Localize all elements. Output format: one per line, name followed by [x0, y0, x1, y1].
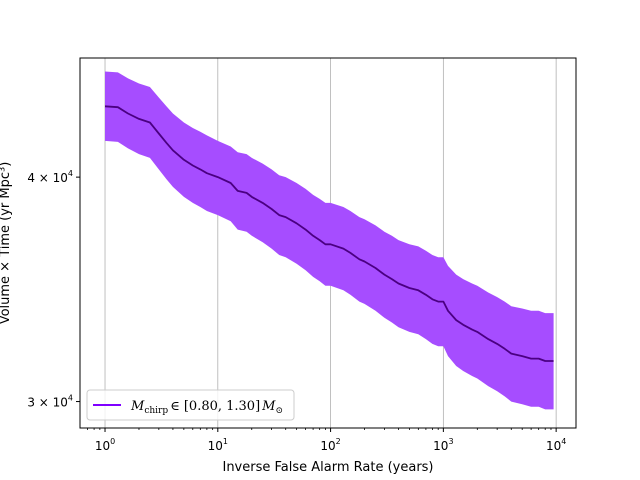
legend-unit-subscript: ⊙ — [275, 406, 283, 416]
y-tick-mantissa: 3 × 10 — [27, 396, 68, 410]
x-tick-label: 103 — [433, 437, 453, 453]
x-tick-exponent: 4 — [561, 437, 566, 446]
x-tick-label: 100 — [95, 437, 115, 453]
x-tick-base: 10 — [433, 439, 448, 453]
x-tick-exponent: 2 — [336, 437, 341, 446]
x-ticks: 100 101 102 103 104 — [87, 428, 566, 453]
x-tick-exponent: 1 — [223, 437, 228, 446]
legend: Mchirp ∈ [0.80, 1.30] M⊙ — [86, 389, 295, 421]
y-tick-exponent: 4 — [68, 394, 73, 403]
x-tick-base: 10 — [208, 439, 223, 453]
y-tick-label: 4 × 104 — [27, 169, 73, 185]
legend-symbol: M — [130, 399, 145, 414]
y-tick-mantissa: 4 × 10 — [27, 171, 68, 185]
y-axis-label: Volume × Time (yr Mpc³) — [0, 162, 13, 325]
series-line — [104, 105, 554, 362]
legend-box — [86, 389, 295, 421]
legend-label: Mchirp ∈ [0.80, 1.30] M⊙ — [130, 399, 283, 416]
x-tick-label: 104 — [546, 437, 566, 453]
x-tick-label: 101 — [208, 437, 228, 453]
line-layer — [104, 105, 554, 362]
x-tick-label: 102 — [320, 437, 340, 453]
uncertainty-band — [105, 71, 554, 410]
legend-subscript: chirp — [144, 406, 168, 416]
x-tick-base: 10 — [320, 439, 335, 453]
plot-frame — [79, 57, 577, 429]
x-axis-label: Inverse False Alarm Rate (years) — [222, 460, 433, 475]
y-tick-label: 3 × 104 — [27, 394, 73, 410]
x-tick-exponent: 3 — [448, 437, 453, 446]
x-tick-base: 10 — [95, 439, 110, 453]
y-tick-exponent: 4 — [68, 169, 73, 178]
band-layer — [105, 71, 554, 410]
x-tick-exponent: 0 — [110, 437, 115, 446]
legend-unit: M — [261, 399, 276, 414]
legend-range: ∈ [0.80, 1.30] — [170, 399, 260, 414]
x-tick-base: 10 — [546, 439, 561, 453]
